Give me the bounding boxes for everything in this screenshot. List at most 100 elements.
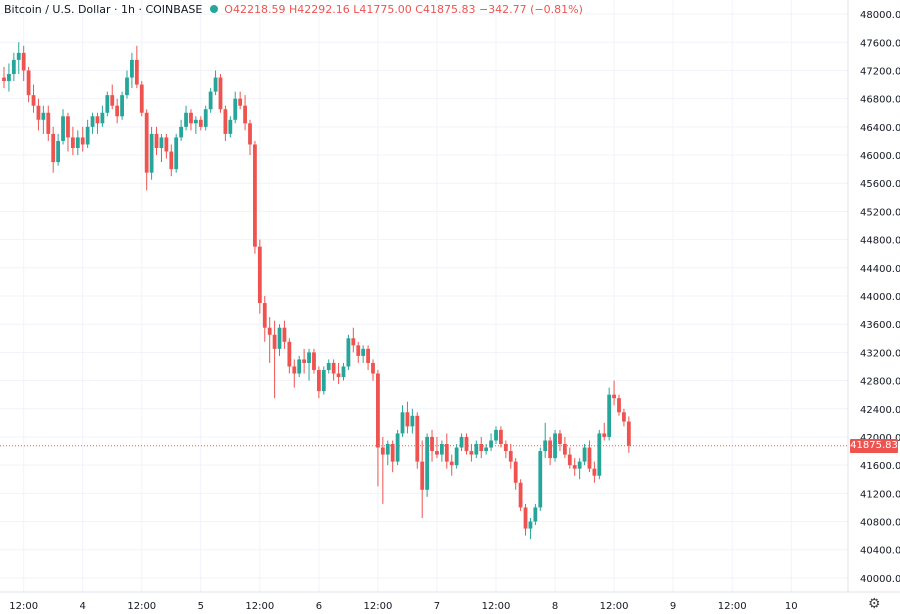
candle-body bbox=[56, 140, 61, 163]
candle-body bbox=[449, 461, 454, 466]
candle-body bbox=[321, 370, 326, 392]
candle-body bbox=[444, 444, 449, 462]
candle-body bbox=[376, 373, 380, 448]
time-tick-label: 6 bbox=[316, 601, 322, 612]
candle-body bbox=[592, 468, 597, 476]
candle-body bbox=[346, 338, 351, 367]
candle-body bbox=[179, 126, 184, 138]
time-tick-label: 10 bbox=[785, 601, 798, 612]
candle-body bbox=[257, 246, 262, 304]
price-tick-label: 46400.00 bbox=[860, 123, 900, 134]
candle-body bbox=[208, 91, 213, 110]
candle-body bbox=[287, 341, 292, 367]
candle-body bbox=[582, 447, 587, 462]
candle-body bbox=[174, 137, 179, 170]
candle-body bbox=[395, 433, 400, 462]
candle-body bbox=[341, 366, 346, 378]
candle-body bbox=[622, 412, 626, 422]
candle-body bbox=[479, 444, 484, 452]
candle-body bbox=[61, 116, 65, 141]
candle-body bbox=[356, 345, 361, 356]
candle-body bbox=[262, 303, 267, 328]
candle-body bbox=[351, 338, 356, 346]
candle-body bbox=[548, 440, 553, 459]
candle-body bbox=[499, 429, 503, 444]
price-tick-label: 47200.00 bbox=[860, 66, 900, 77]
price-tick-label: 40400.00 bbox=[860, 546, 900, 557]
candle-body bbox=[31, 95, 36, 106]
candle-body bbox=[577, 461, 582, 469]
price-tick-label: 48000.00 bbox=[860, 10, 900, 21]
candle-body bbox=[464, 436, 469, 452]
price-tick-label: 42000.00 bbox=[860, 433, 900, 444]
candle-body bbox=[405, 412, 410, 427]
candle-body bbox=[430, 436, 434, 452]
candle-body bbox=[513, 461, 518, 483]
candle-body bbox=[110, 95, 115, 106]
price-tick-label: 41600.00 bbox=[860, 461, 900, 472]
price-tick-label: 46000.00 bbox=[860, 151, 900, 162]
candle-body bbox=[474, 444, 479, 455]
candle-body bbox=[297, 359, 302, 374]
symbol-legend: Bitcoin / U.S. Dollar · 1h · COINBASE O42… bbox=[4, 3, 583, 16]
candle-body bbox=[7, 74, 11, 82]
candle-body bbox=[149, 133, 154, 173]
candle-body bbox=[26, 70, 31, 96]
candle-body bbox=[218, 77, 223, 110]
candle-body bbox=[494, 429, 498, 441]
candle-body bbox=[130, 59, 134, 78]
time-axis[interactable]: 12:00 4 12:00 5 12:00 6 12:00 7 12:00 8 12:00 9 12:0… bbox=[9, 601, 797, 612]
candle-body bbox=[425, 436, 430, 490]
price-tick-label: 44800.00 bbox=[860, 236, 900, 247]
time-tick-label: 8 bbox=[552, 601, 558, 612]
candle-body bbox=[533, 507, 538, 522]
time-tick-label: 4 bbox=[80, 601, 86, 612]
candle-body bbox=[277, 327, 282, 349]
price-tick-label: 42800.00 bbox=[860, 377, 900, 388]
price-tick-label: 43600.00 bbox=[860, 320, 900, 331]
candle-body bbox=[105, 95, 110, 113]
price-tick-label: 40000.00 bbox=[860, 574, 900, 585]
candle-body bbox=[85, 126, 90, 145]
candle-body bbox=[193, 119, 198, 124]
candle-body bbox=[292, 366, 297, 374]
candle-body bbox=[454, 447, 459, 466]
candle-body bbox=[139, 84, 144, 113]
candle-body bbox=[11, 59, 16, 74]
gridlines bbox=[0, 0, 848, 592]
candle-body bbox=[518, 482, 523, 508]
candle-body bbox=[597, 433, 602, 476]
candle-body bbox=[154, 133, 159, 148]
candle-body bbox=[66, 116, 70, 138]
candle-body bbox=[253, 144, 257, 247]
symbol-title[interactable]: Bitcoin / U.S. Dollar · 1h · COINBASE bbox=[4, 3, 203, 16]
candle-body bbox=[361, 348, 366, 356]
candle-body bbox=[223, 109, 228, 134]
candle-body bbox=[331, 362, 336, 374]
candle-body bbox=[617, 398, 621, 413]
candle-body bbox=[572, 465, 577, 469]
candle-body bbox=[21, 52, 26, 71]
last-price-label: 41875.83 bbox=[850, 438, 898, 453]
candle-body bbox=[312, 352, 316, 370]
gear-icon[interactable]: ⚙ bbox=[868, 595, 881, 611]
time-tick-label: 12:00 bbox=[245, 601, 274, 612]
candle-body bbox=[100, 112, 105, 124]
candle-body bbox=[203, 109, 208, 127]
candle-body bbox=[385, 444, 390, 455]
candle-body bbox=[562, 444, 567, 455]
price-tick-label: 41200.00 bbox=[860, 489, 900, 500]
candle-body bbox=[282, 327, 287, 342]
candle-body bbox=[90, 116, 95, 127]
candle-body bbox=[159, 137, 164, 148]
candle-body bbox=[115, 105, 120, 117]
time-tick-label: 12:00 bbox=[718, 601, 747, 612]
candle-body bbox=[607, 394, 612, 437]
time-tick-label: 12:00 bbox=[600, 601, 629, 612]
candle-body bbox=[75, 137, 80, 148]
price-tick-label: 43200.00 bbox=[860, 348, 900, 359]
price-axis[interactable]: 40000.00 40400.00 40800.00 41200.00 41600.00… bbox=[860, 10, 900, 585]
candle-body bbox=[366, 348, 370, 363]
candle-body bbox=[390, 444, 395, 462]
